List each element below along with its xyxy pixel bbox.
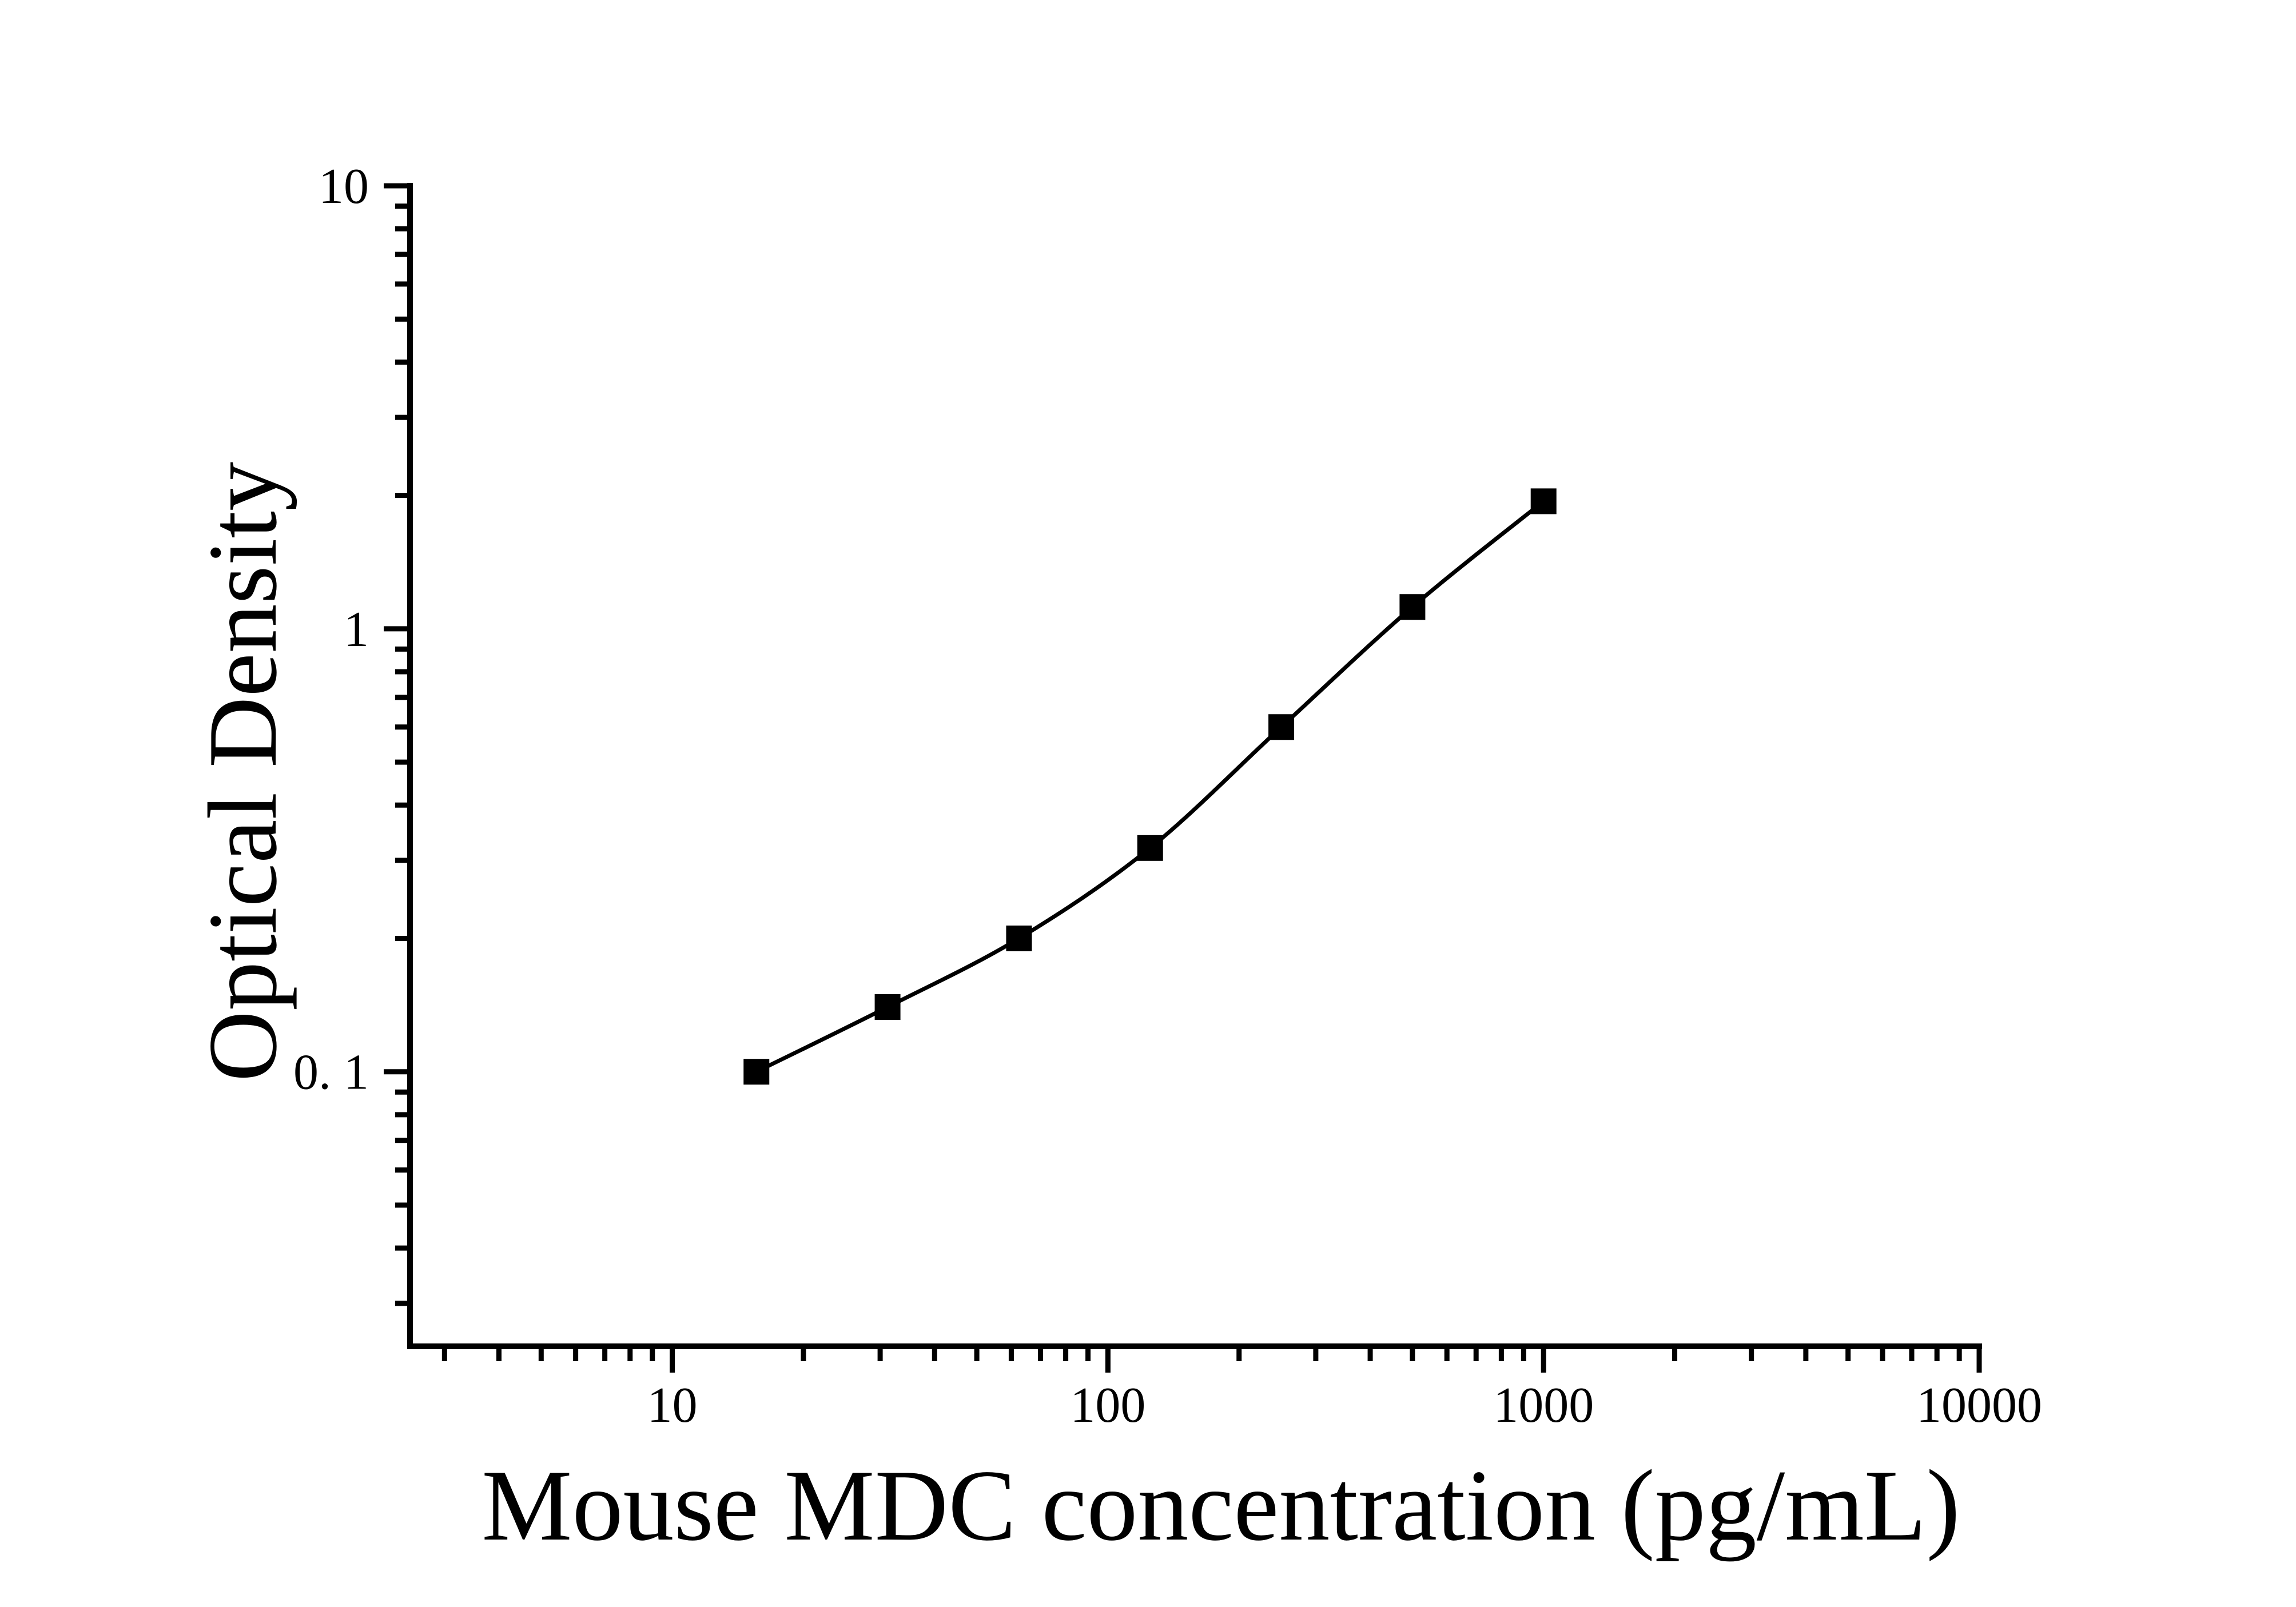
axis-tick-labels: 10 100 1000 10000 10 1 0. 1 xyxy=(293,159,2042,1433)
x-tick-label: 10 xyxy=(647,1378,698,1433)
data-point-marker xyxy=(743,1059,770,1085)
data-point-marker xyxy=(1137,835,1163,861)
x-tick-label: 10000 xyxy=(1916,1378,2042,1433)
standard-curve-line xyxy=(755,500,1545,1074)
y-tick-label: 1 xyxy=(344,602,369,657)
x-axis-title: Mouse MDC concentration (pg/mL) xyxy=(482,1449,1960,1562)
x-tick-label: 100 xyxy=(1070,1378,1145,1433)
data-point-marker xyxy=(1530,488,1557,515)
data-point-marker xyxy=(1006,925,1032,951)
y-axis-title: Optical Density xyxy=(189,462,297,1082)
axis-ticks xyxy=(384,183,1982,1373)
data-point-marker xyxy=(874,994,901,1020)
data-point-markers xyxy=(743,488,1557,1085)
data-point-marker xyxy=(1399,594,1426,620)
data-point-marker xyxy=(1268,714,1295,740)
x-tick-label: 1000 xyxy=(1493,1378,1594,1433)
y-tick-label: 0. 1 xyxy=(293,1045,369,1100)
y-tick-label: 10 xyxy=(319,159,369,214)
